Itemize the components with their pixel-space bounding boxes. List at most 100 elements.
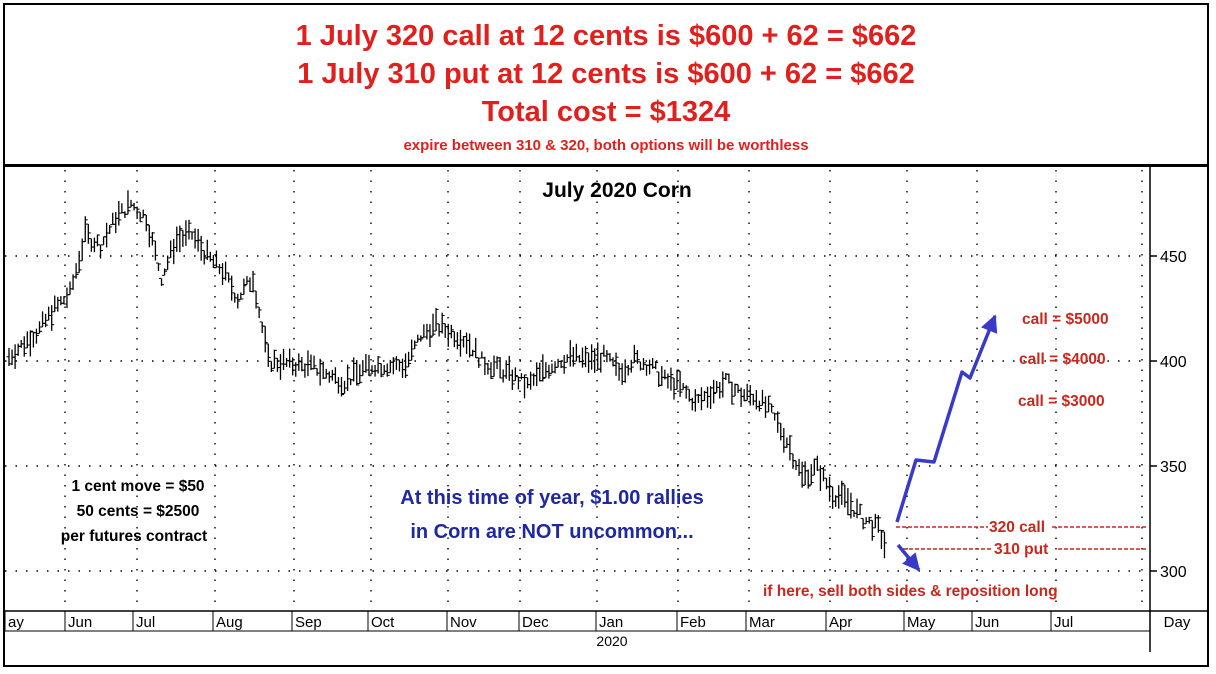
y-tick-label-350: 350: [1160, 459, 1187, 476]
price-bar-263: [808, 464, 814, 486]
call-320-label: 320 call: [989, 519, 1045, 536]
x-month-label-10: Mar: [749, 614, 775, 631]
price-bar-135: [418, 335, 424, 342]
price-bar-115: [357, 364, 363, 385]
price-bar-45: [143, 214, 149, 232]
price-bar-165: [509, 369, 515, 391]
price-bar-75: [235, 293, 241, 309]
price-bar-52: [165, 255, 171, 271]
price-bar-30: [98, 244, 104, 259]
price-bar-82: [256, 306, 262, 319]
x-month-label-12: May: [907, 614, 936, 631]
call-4000-label: call = $4000: [1019, 351, 1106, 368]
price-bar-218: [671, 377, 677, 400]
price-bar-50: [159, 277, 165, 287]
rally-note-1: At this time of year, $1.00 rallies: [400, 487, 703, 509]
price-bar-86: [268, 360, 274, 372]
x-month-label-14: Jul: [1054, 614, 1073, 631]
price-bar-59: [186, 219, 192, 240]
x-month-label-6: Nov: [450, 614, 477, 631]
price-bar-131: [406, 351, 412, 368]
rally-arrow: [895, 314, 998, 523]
x-month-label-9: Feb: [680, 614, 706, 631]
price-bar-237: [729, 381, 735, 405]
price-bar-5: [21, 336, 27, 357]
chart-title: July 2020 Corn: [542, 179, 691, 202]
x-month-label-4: Sep: [295, 614, 322, 631]
price-bar-7: [27, 330, 33, 357]
price-bar-22: [73, 263, 79, 279]
y-tick-label-450: 450: [1160, 249, 1187, 266]
price-bar-250: [769, 403, 775, 413]
outer-frame: [3, 3, 1209, 667]
price-bar-256: [787, 435, 793, 461]
price-bar-175: [540, 354, 546, 382]
price-bar-158: [488, 362, 494, 379]
price-bar-122: [378, 363, 384, 378]
price-bar-276: [848, 492, 854, 519]
price-bar-111: [345, 364, 351, 391]
price-bar-140: [433, 307, 439, 332]
price-bar-14: [49, 305, 55, 331]
x-month-label-13: Jun: [975, 614, 999, 631]
expiry-note: expire between 310 & 320, both options w…: [403, 137, 809, 154]
price-bar-10: [37, 321, 43, 334]
price-bar-36: [116, 200, 122, 226]
x-month-label-8: Jan: [599, 614, 623, 631]
reposition-note: if here, sell both sides & reposition lo…: [763, 583, 1058, 600]
price-bar-109: [338, 377, 344, 397]
price-bar-279: [857, 503, 863, 515]
price-bar-39: [125, 190, 131, 215]
price-bar-9: [33, 328, 39, 344]
price-bar-85: [265, 343, 271, 367]
x-month-label-5: Oct: [371, 614, 395, 631]
price-bar-87: [271, 349, 277, 369]
price-bar-262: [805, 469, 811, 489]
price-bar-252: [775, 411, 781, 433]
price-bar-177: [546, 364, 552, 379]
grid: [5, 170, 1148, 609]
header-banner: 1 July 320 call at 12 cents is $600 + 62…: [5, 5, 1207, 167]
price-bar-133: [412, 340, 418, 350]
price-bar-283: [869, 519, 875, 541]
price-bar-182: [561, 355, 567, 374]
x-axis-months: ay Jun Jul Aug Sep Oct Nov Dec Jan Feb Mar Apr May Ju…: [4, 611, 1073, 631]
x-month-label-7: Dec: [522, 614, 549, 631]
price-bar-287: [881, 531, 887, 559]
x-unit-label: Day: [1164, 614, 1191, 631]
y-tick-label-400: 400: [1160, 354, 1187, 371]
year-label: 2020: [596, 633, 627, 649]
price-bar-285: [875, 515, 881, 533]
price-bar-217: [668, 367, 674, 391]
x-month-label-3: Aug: [216, 614, 243, 631]
price-bar-76: [238, 292, 244, 300]
x-month-label-0: ay: [8, 614, 24, 631]
price-bar-169: [522, 374, 528, 399]
price-bar-280: [860, 517, 866, 530]
price-bar-142: [439, 312, 445, 334]
price-bar-100: [311, 355, 317, 370]
price-bar-77: [241, 278, 247, 295]
price-bar-114: [354, 359, 360, 386]
price-bar-246: [756, 400, 762, 412]
price-bar-286: [878, 529, 884, 550]
call-cost-line: 1 July 320 call at 12 cents is $600 + 62…: [295, 20, 917, 52]
price-bar-118: [366, 354, 372, 377]
price-bar-43: [137, 211, 143, 223]
call-3000-label: call = $3000: [1018, 393, 1105, 410]
price-bar-138: [427, 324, 433, 347]
price-bar-139: [430, 313, 436, 337]
contract-note-3: per futures contract: [61, 528, 207, 545]
price-bar-29: [94, 234, 100, 247]
price-bar-124: [384, 363, 390, 377]
contract-note-2: 50 cents = $2500: [77, 503, 200, 520]
price-bar-42: [134, 206, 140, 220]
contract-note-1: 1 cent move = $50: [71, 478, 204, 495]
x-month-label-2: Jul: [136, 614, 155, 631]
price-bar-249: [766, 395, 772, 413]
price-bar-56: [177, 225, 183, 253]
price-bar-49: [155, 262, 161, 271]
price-bar-80: [250, 270, 256, 293]
price-bar-220: [677, 370, 683, 397]
price-bar-267: [820, 466, 826, 482]
